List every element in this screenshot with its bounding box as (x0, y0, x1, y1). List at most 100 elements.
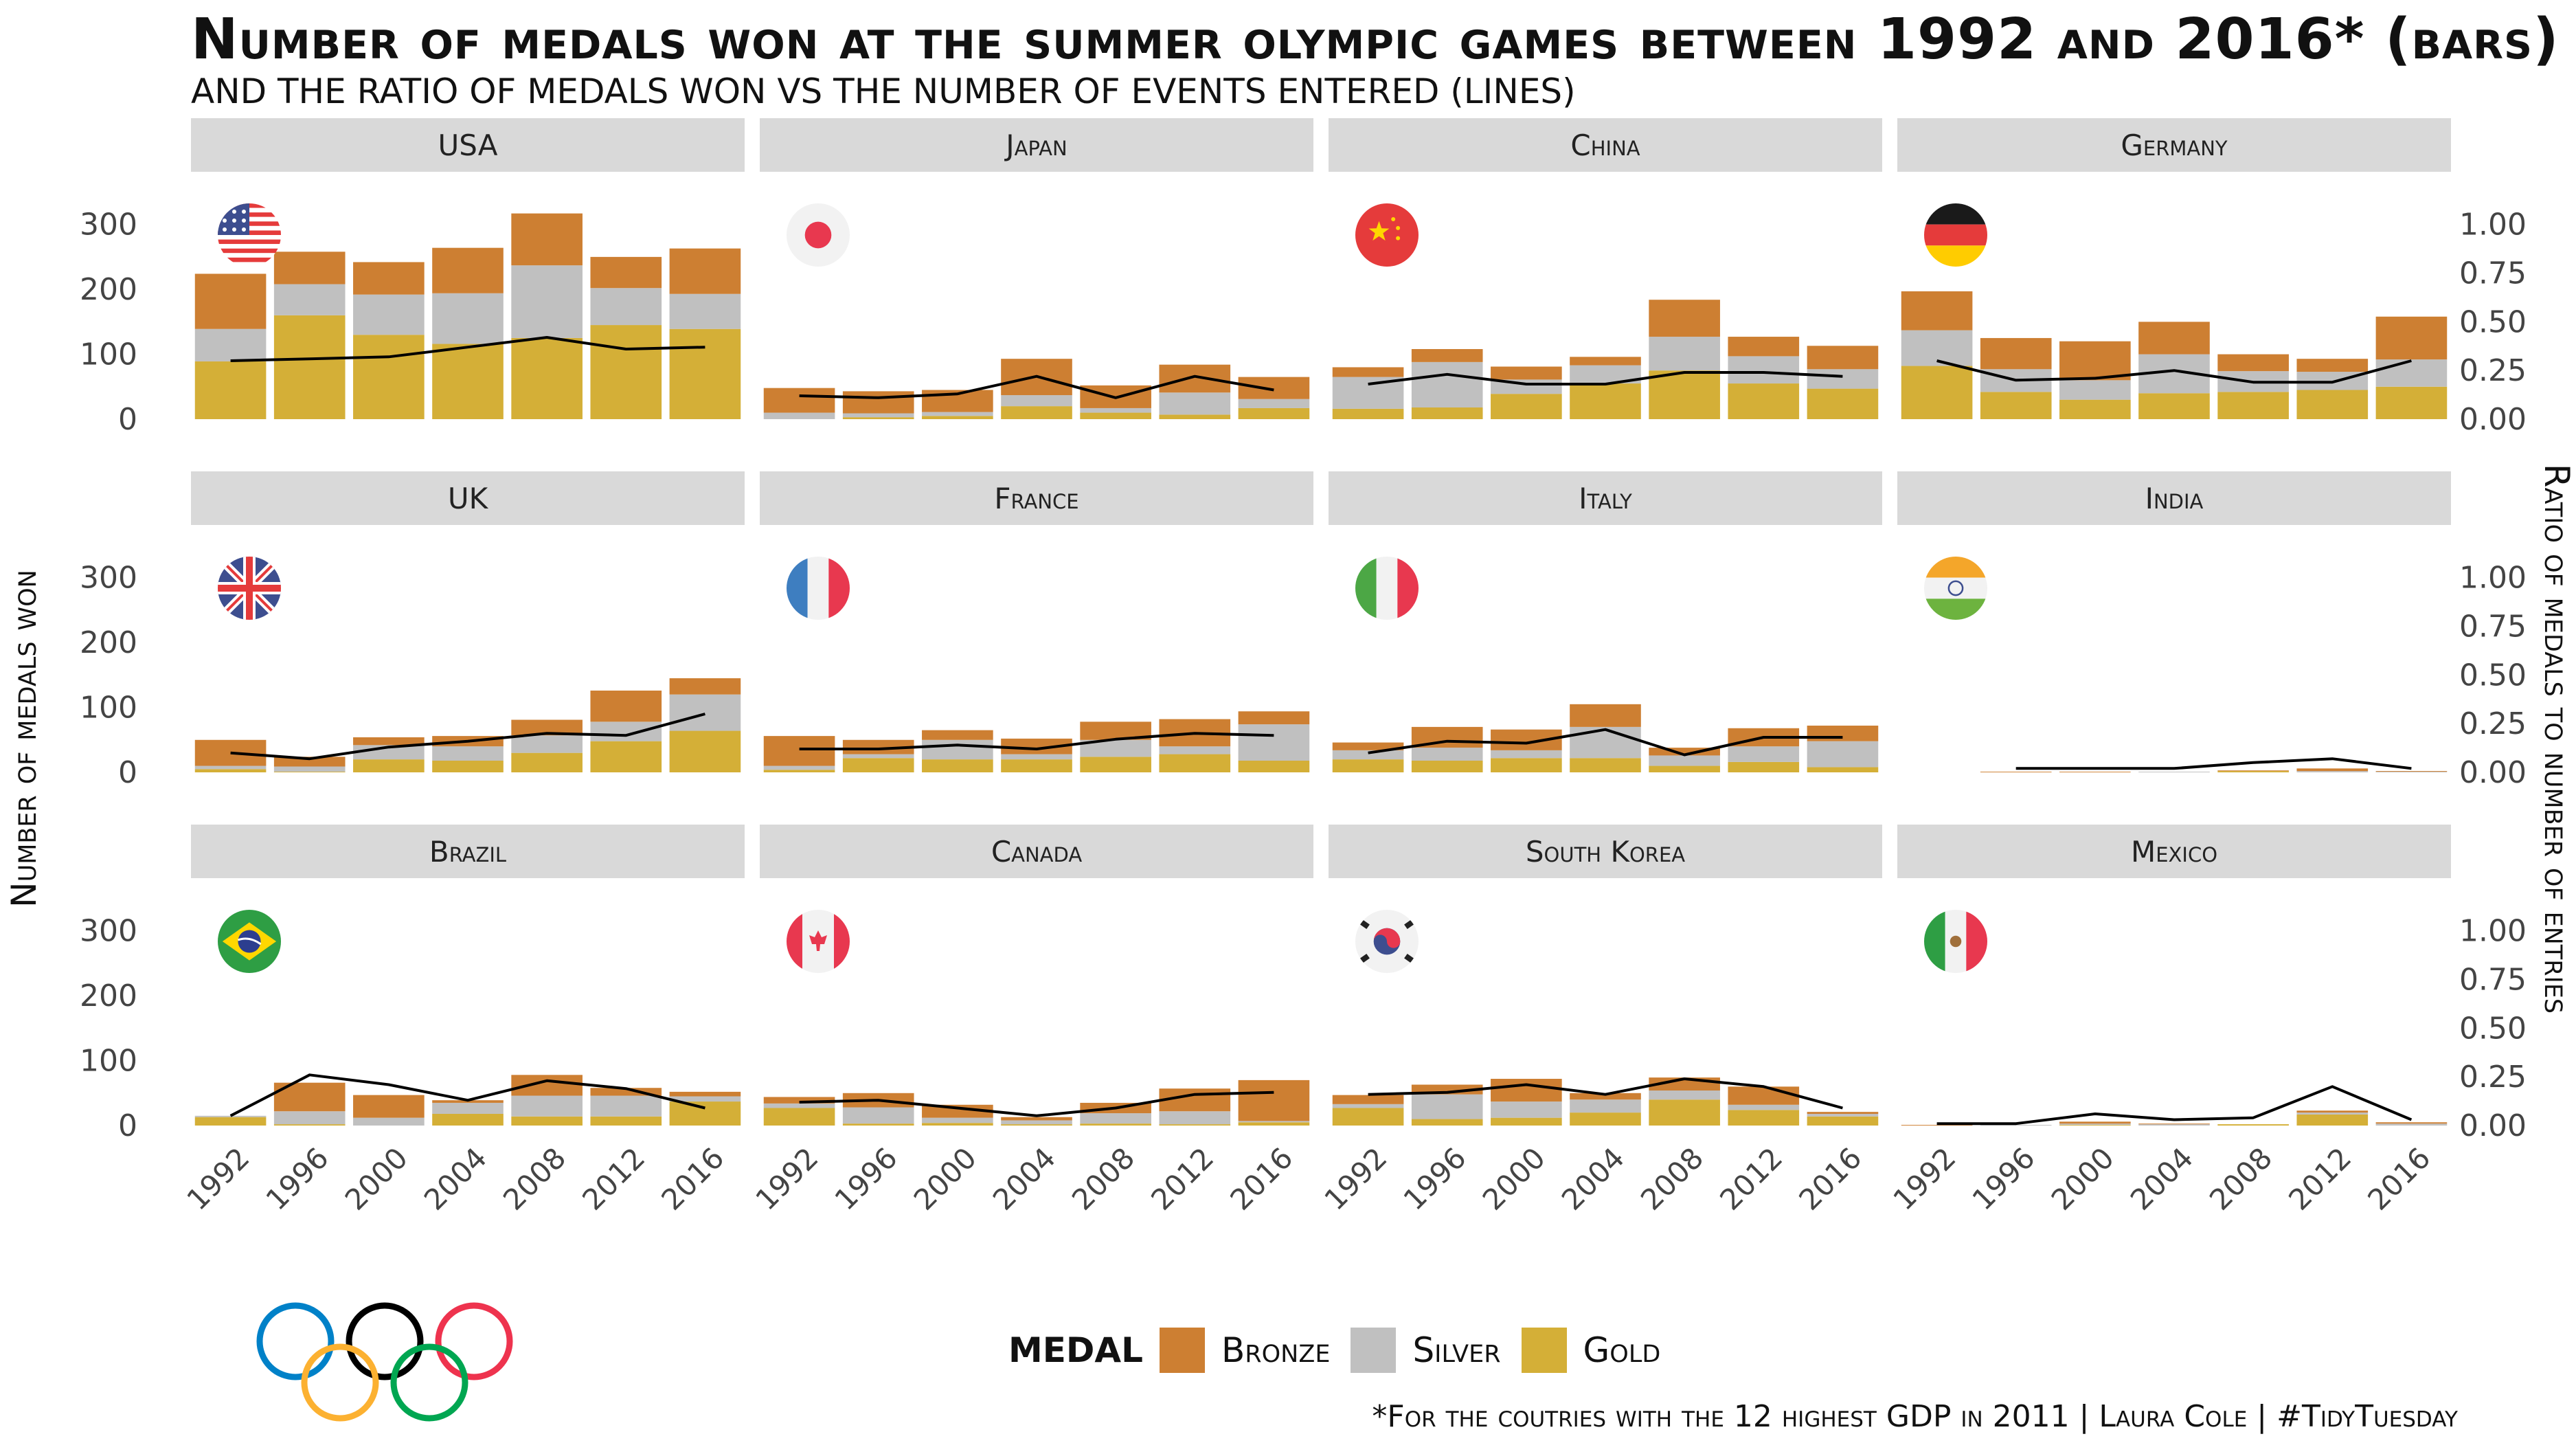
legend-item-silver: Silver (1351, 1328, 1501, 1373)
bar-bronze-2000 (922, 1104, 993, 1118)
bar-gold-2016 (669, 1101, 741, 1126)
x-tick-label: 1996 (828, 1141, 904, 1216)
legend-key-silver (1351, 1328, 1397, 1373)
bar-bronze-2000 (1491, 1079, 1562, 1102)
x-tick-label: 2004 (986, 1141, 1062, 1216)
bar-gold-2016 (1807, 1116, 1879, 1126)
bar-bronze-1992 (763, 388, 835, 413)
bar-bronze-1992 (1332, 742, 1404, 750)
bar-silver-2008 (1649, 337, 1720, 371)
bar-gold-2012 (590, 325, 662, 419)
bar-bronze-2000 (353, 262, 425, 295)
bar-gold-1992 (194, 361, 267, 419)
bar-silver-1992 (194, 328, 267, 361)
bar-gold-2004 (1570, 758, 1641, 772)
ratio-line (1368, 728, 1843, 757)
legend-item-gold: Gold (1521, 1328, 1660, 1373)
flag-icon (218, 557, 281, 620)
bar-gold-2012 (1728, 761, 1800, 772)
y-tick-label: 200 (80, 272, 137, 307)
bar-bronze-2012 (1159, 364, 1231, 393)
bar-silver-2004 (432, 293, 504, 344)
panel-germany: Germany 0.00 0.25 0.50 0.75 1.00 (1897, 118, 2527, 437)
bar-bronze-2016 (669, 248, 741, 294)
bar-gold-2012 (1159, 754, 1231, 772)
panel-south-korea: South Korea 1992 1996 2000 2004 2008 2012 2016 (1318, 825, 1882, 1217)
bar-gold-2012 (1728, 1110, 1800, 1126)
x-tick-label: 1996 (260, 1141, 335, 1216)
bar-gold-2004 (1001, 1124, 1072, 1126)
bar-silver-1992 (1901, 330, 1973, 366)
bar-gold-2008 (511, 752, 583, 772)
x-tick-label: 2012 (2282, 1141, 2358, 1216)
bar-gold-2012 (2296, 1114, 2369, 1126)
bar-gold-1996 (1980, 392, 2052, 419)
bar-bronze-2000 (1491, 366, 1562, 380)
y2-tick-label: 0.25 (2459, 706, 2527, 741)
ratio-line (799, 374, 1274, 399)
bar-silver-1996 (842, 754, 914, 759)
bar-silver-2012 (1728, 746, 1800, 762)
panel-strip-label: Brazil (429, 835, 506, 869)
bar-bronze-2016 (2375, 771, 2448, 772)
bar-silver-1996 (842, 413, 914, 418)
x-tick-label: 2008 (1634, 1141, 1710, 1216)
bar-gold-2012 (590, 1116, 662, 1126)
bar-silver-2012 (2296, 1112, 2369, 1115)
ratio-line (230, 713, 705, 761)
panel-strip-label: South Korea (1526, 835, 1685, 869)
legend-key-bronze (1159, 1328, 1205, 1373)
bar-gold-2008 (1080, 757, 1151, 772)
bar-bronze-1992 (1332, 1095, 1404, 1104)
bar-bronze-2000 (922, 730, 993, 740)
bar-bronze-2012 (2296, 768, 2369, 772)
chart-subtitle: and the ratio of medals won vs the numbe… (191, 71, 1576, 111)
x-tick-label: 2000 (2045, 1141, 2121, 1216)
bar-bronze-2012 (590, 691, 662, 722)
y-tick-label: 300 (80, 208, 137, 243)
bar-silver-2004 (2138, 1124, 2210, 1126)
bar-bronze-2004 (432, 247, 504, 293)
bar-gold-2000 (1491, 1117, 1562, 1126)
x-tick-label: 2004 (1555, 1141, 1631, 1216)
bar-bronze-1992 (763, 1097, 835, 1104)
bar-bronze-2008 (511, 213, 583, 266)
bar-gold-2012 (2296, 390, 2369, 419)
panel-france: France (760, 471, 1313, 772)
bar-silver-1996 (1980, 1125, 2052, 1126)
panel-strip-label: Mexico (2131, 835, 2217, 869)
bar-gold-2000 (922, 759, 993, 772)
bar-bronze-2004 (1570, 1093, 1641, 1100)
bar-silver-2012 (1159, 746, 1231, 754)
panel-strip-label: India (2145, 482, 2204, 515)
flag-icon (1355, 203, 1419, 267)
x-tick-label: 2016 (2361, 1141, 2437, 1216)
bar-bronze-1992 (194, 273, 267, 329)
bar-silver-2000 (922, 1117, 993, 1123)
panel-strip (760, 118, 1313, 172)
ratio-line (2015, 757, 2412, 770)
panel-strip-label: France (994, 482, 1078, 515)
flag-icon (787, 557, 850, 620)
bar-gold-2012 (1159, 1124, 1231, 1126)
bar-silver-1992 (1332, 750, 1404, 760)
bar-gold-2000 (922, 1123, 993, 1126)
bar-gold-2008 (1649, 370, 1720, 419)
bar-silver-2012 (1728, 356, 1800, 384)
bar-silver-2012 (590, 288, 662, 326)
bar-bronze-1996 (273, 757, 346, 767)
panel-strip (1897, 118, 2451, 172)
bar-bronze-1992 (763, 736, 835, 766)
ratio-line (799, 732, 1274, 750)
bar-bronze-2004 (1570, 704, 1641, 727)
bar-silver-1992 (194, 1115, 267, 1117)
bar-bronze-1996 (1411, 349, 1483, 362)
bar-gold-1996 (842, 758, 914, 772)
y2-tick-label: 1.00 (2459, 561, 2527, 596)
bar-bronze-2012 (590, 1088, 662, 1096)
x-tick-label: 2012 (1713, 1141, 1789, 1216)
bar-bronze-2016 (669, 678, 741, 695)
bar-bronze-2004 (2138, 322, 2210, 355)
y2-tick-label: 1.00 (2459, 208, 2527, 243)
y-tick-label: 0 (118, 755, 137, 790)
